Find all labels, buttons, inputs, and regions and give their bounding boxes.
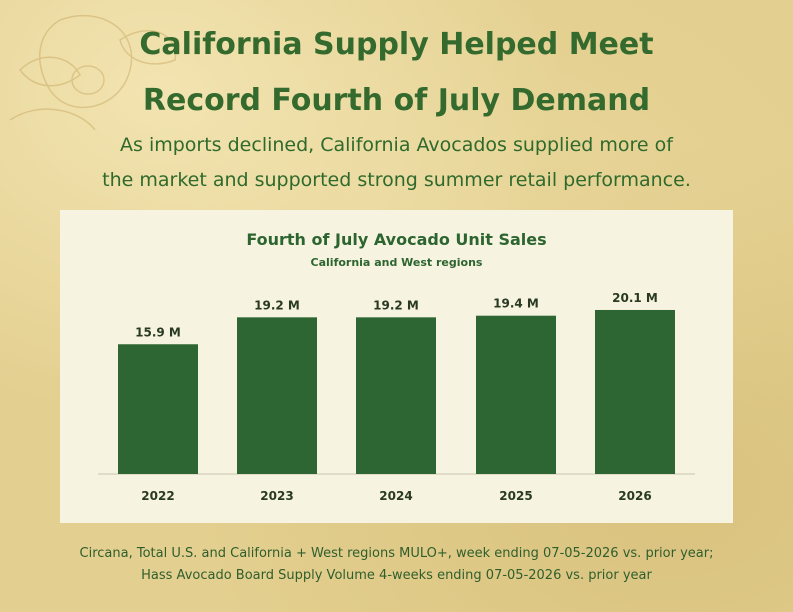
- headline-line-1: California Supply Helped Meet: [139, 27, 654, 62]
- avocado-illustration: [9, 14, 177, 131]
- source-note-line-2: Hass Avocado Board Supply Volume 4-weeks…: [141, 568, 652, 583]
- chart-subtitle: California and West regions: [310, 256, 483, 269]
- bar-2023: [237, 317, 317, 474]
- x-tick-label-2025: 2025: [499, 489, 532, 503]
- bar-chart: 15.9 M 2022 19.2 M 2023 19.2 M 2024 19.4 M 2025…: [98, 291, 695, 503]
- bar-2026: [595, 309, 675, 474]
- bar-2022: [118, 344, 198, 474]
- data-label-2024: 19.2 M: [373, 298, 419, 312]
- subheadline-line-1: As imports declined, California Avocados…: [120, 134, 673, 156]
- bar-2025: [476, 315, 556, 474]
- data-label-2025: 19.4 M: [493, 297, 539, 311]
- headline-line-2: Record Fourth of July Demand: [142, 83, 651, 118]
- x-tick-label-2023: 2023: [260, 489, 293, 503]
- data-label-2022: 15.9 M: [135, 325, 181, 339]
- x-tick-label-2026: 2026: [618, 489, 651, 503]
- chart-title: Fourth of July Avocado Unit Sales: [246, 230, 547, 249]
- x-tick-label-2022: 2022: [141, 489, 174, 503]
- data-label-2023: 19.2 M: [254, 298, 300, 312]
- bar-2024: [356, 317, 436, 474]
- data-label-2026: 20.1 M: [612, 291, 658, 305]
- chart-panel: Fourth of July Avocado Unit Sales Califo…: [60, 210, 733, 523]
- x-tick-label-2024: 2024: [379, 489, 412, 503]
- source-note-line-1: Circana, Total U.S. and California + Wes…: [79, 546, 714, 561]
- subheadline-line-2: the market and supported strong summer r…: [102, 169, 691, 191]
